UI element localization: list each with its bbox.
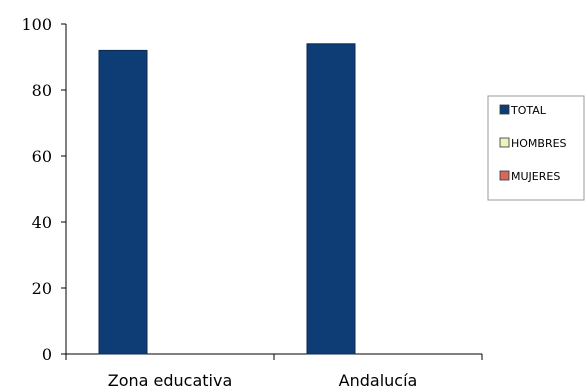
bar-total-1 [306, 43, 356, 355]
legend-label-total: TOTAL [510, 104, 547, 117]
y-tick-label: 0 [42, 345, 52, 364]
legend: TOTAL HOMBRES MUJERES [487, 95, 585, 201]
legend-label-mujeres: MUJERES [511, 170, 560, 183]
legend-label-hombres: HOMBRES [511, 137, 567, 150]
y-tick-label: 60 [32, 147, 52, 166]
y-tick-label: 20 [32, 279, 52, 298]
x-category-label: Andalucía [339, 371, 418, 390]
x-category-label: Zona educativa [108, 371, 233, 390]
y-tick-label: 100 [21, 15, 52, 34]
legend-swatch-mujeres [499, 170, 510, 181]
y-tick-label: 40 [32, 213, 52, 232]
legend-swatch-total [499, 104, 510, 115]
bar-total-0 [98, 49, 148, 355]
y-tick-label: 80 [32, 81, 52, 100]
plot-area: 0 20 40 60 80 100 Zona educativa Andalucía [21, 15, 483, 390]
legend-swatch-hombres [499, 137, 510, 148]
